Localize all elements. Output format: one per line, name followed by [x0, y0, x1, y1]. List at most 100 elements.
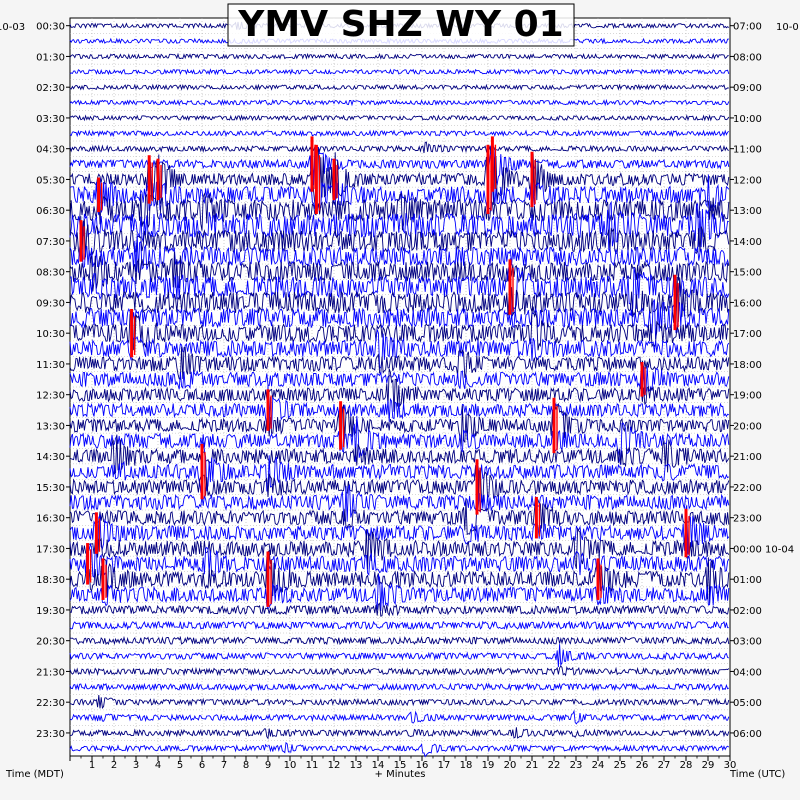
trace-line — [69, 665, 730, 677]
right-axis-tick-label: 07:00 — [733, 22, 762, 33]
left-axis-tick-label: 17:30 — [36, 544, 65, 555]
right-axis-tick-label: 02:00 — [733, 606, 762, 617]
x-axis-tick-label: 8 — [243, 760, 249, 771]
trace-line — [69, 402, 730, 449]
left-axis-tick-label: 02:30 — [36, 83, 65, 94]
trace-line — [69, 466, 730, 510]
clipped-event-mark — [339, 401, 343, 450]
clipped-event-mark — [508, 259, 512, 315]
trace-line — [69, 682, 730, 692]
left-axis-tick-label: 19:30 — [36, 606, 65, 617]
trace-line — [69, 441, 730, 494]
trace-line — [70, 258, 730, 319]
trace-line — [69, 484, 730, 522]
left-axis-tick-label: 18:30 — [36, 575, 65, 586]
left-axis-tick-label: 13:30 — [36, 421, 65, 432]
trace-line — [69, 145, 730, 215]
title-box — [227, 3, 575, 47]
right-axis-tick-label: 17:00 — [733, 329, 762, 340]
left-axis-tick-label: 12:30 — [36, 391, 65, 402]
right-axis-tick-label: 16:00 — [733, 298, 762, 309]
left-axis-tick-label: 05:30 — [36, 175, 65, 186]
right-axis-tick-label: 01:00 — [733, 575, 762, 586]
clipped-event-mark — [86, 543, 90, 585]
x-axis-tick-label: 16 — [416, 760, 429, 771]
right-axis-tick-label: 08:00 — [733, 52, 762, 63]
x-axis-tick-label: 27 — [658, 760, 671, 771]
clipped-event-mark — [156, 158, 160, 201]
x-axis-tick-label: 21 — [526, 760, 539, 771]
trace-line — [69, 141, 729, 154]
right-axis-tick-label: 12:00 — [733, 175, 762, 186]
trace-line — [69, 52, 729, 60]
trace-line — [69, 384, 730, 429]
clipped-event-mark — [266, 389, 270, 431]
x-axis-tick-label: 5 — [177, 760, 183, 771]
right-axis-tick-label: 06:00 — [733, 729, 762, 740]
left-axis-tick-label: 20:30 — [36, 637, 65, 648]
trace-line — [69, 306, 730, 352]
clipped-event-mark — [101, 558, 105, 600]
trace-line — [69, 192, 730, 231]
right-axis-tick-label: 11:00 — [733, 145, 762, 156]
x-axis-tick-label: 7 — [221, 760, 227, 771]
grid-lines — [70, 18, 730, 756]
clipped-event-mark — [640, 362, 644, 397]
right-axis-tick-label: 04:00 — [733, 667, 762, 678]
left-axis-tick-label: 08:30 — [36, 268, 65, 279]
clipped-event-mark — [332, 158, 336, 201]
trace-line — [69, 365, 730, 400]
clipped-event-mark — [314, 144, 318, 215]
left-axis-tick-label: 06:30 — [36, 206, 65, 217]
right-axis-tick-label: 15:00 — [733, 268, 762, 279]
right-axis-tick-label: 18:00 — [733, 360, 762, 371]
clipped-event-mark — [490, 136, 494, 192]
trace-line — [69, 114, 730, 122]
clipped-event-mark — [97, 177, 101, 213]
trace-line — [69, 200, 729, 251]
x-axis-tick-label: 30 — [724, 760, 737, 771]
left-axis-tick-label: 11:30 — [36, 360, 65, 371]
right-axis-tick-label: 10:00 — [733, 114, 762, 125]
x-axis-tick-label: 25 — [614, 760, 627, 771]
clipped-event-mark — [200, 443, 204, 500]
x-axis-tick-label: 10 — [284, 760, 297, 771]
right-axis-tick-label: 21:00 — [733, 452, 762, 463]
trace-line — [69, 741, 730, 758]
trace-line — [69, 98, 730, 107]
left-axis-tick-label: 01:30 — [36, 52, 65, 63]
left-axis-tick-label: 23:30 — [36, 729, 65, 740]
x-axis-tick-label: 6 — [199, 760, 205, 771]
left-axis-tick-label: 07:30 — [36, 237, 65, 248]
trace-line — [69, 275, 730, 331]
clipped-event-mark — [534, 496, 538, 539]
trace-line — [69, 497, 730, 536]
left-axis-tick-label: 22:30 — [36, 698, 65, 709]
clipped-event-mark — [684, 508, 688, 558]
minutes-axis: 1 2 3 4 5 6 7 8 9 10 11 12 13 14 15 16 17 18 19 20 21 22 23 24 2… — [69, 756, 737, 771]
chart-title: YMV SHZ WY 01 — [237, 4, 563, 45]
trace-line — [69, 251, 730, 292]
x-axis-label: + Minutes — [375, 769, 426, 780]
trace-line — [69, 727, 730, 740]
x-axis-tick-label: 13 — [350, 760, 363, 771]
x-axis-tick-label: 9 — [265, 760, 271, 771]
right-axis-tick-label: 22:00 — [733, 483, 762, 494]
x-axis-tick-label: 4 — [155, 760, 161, 771]
x-axis-tick-label: 24 — [592, 760, 605, 771]
trace-line — [69, 505, 730, 555]
x-axis-tick-label: 3 — [133, 760, 139, 771]
clipped-event-mark — [673, 274, 677, 331]
x-axis-tick-label: 29 — [702, 760, 715, 771]
trace-line — [69, 299, 730, 340]
left-axis-tick-label: 16:30 — [36, 514, 65, 525]
trace-line — [69, 549, 730, 604]
trace-line — [69, 694, 730, 709]
right-axis-tick-label: 23:00 — [733, 514, 762, 525]
trace-line — [69, 528, 730, 570]
clipped-event-mark — [475, 459, 479, 515]
left-axis-tick-label: 10:30 — [36, 329, 65, 340]
x-axis-tick-label: 12 — [328, 760, 341, 771]
trace-line — [69, 68, 730, 76]
